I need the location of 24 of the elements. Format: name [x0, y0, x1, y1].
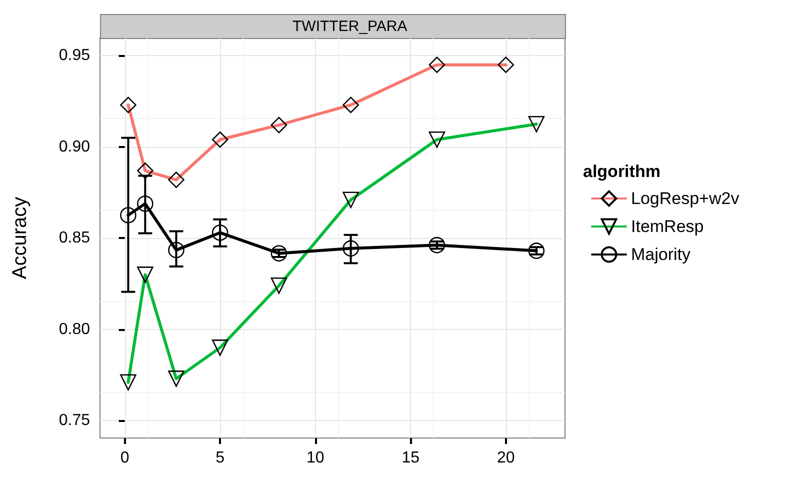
point [428, 236, 446, 254]
point [168, 242, 184, 258]
y-tick-label: 0.95 [58, 47, 90, 64]
x-tick-label: 10 [306, 450, 324, 466]
point [120, 207, 136, 224]
point [528, 242, 545, 259]
y-axis-title: Accuracy [9, 196, 31, 280]
x-tick-label: 20 [497, 450, 515, 466]
y-tick-label: 0.80 [58, 320, 90, 338]
point [342, 240, 359, 257]
point [270, 245, 288, 262]
x-tick-label: 15 [402, 450, 420, 466]
legend-label: LogResp+w2v [631, 189, 740, 208]
point [137, 196, 154, 212]
x-tick-label: 0 [120, 450, 130, 466]
legend-label: Majority [631, 245, 692, 264]
point [212, 224, 228, 241]
y-tick-label: 0.90 [58, 138, 90, 156]
y-tick-label: 0.85 [58, 230, 90, 247]
y-tick-label: 0.75 [58, 412, 90, 430]
chart-title: TWITTER_PARA [292, 18, 408, 35]
x-tick-label: 5 [216, 450, 225, 466]
legend-label: ItemResp [631, 217, 704, 236]
legend-title: algorithm [583, 162, 660, 181]
